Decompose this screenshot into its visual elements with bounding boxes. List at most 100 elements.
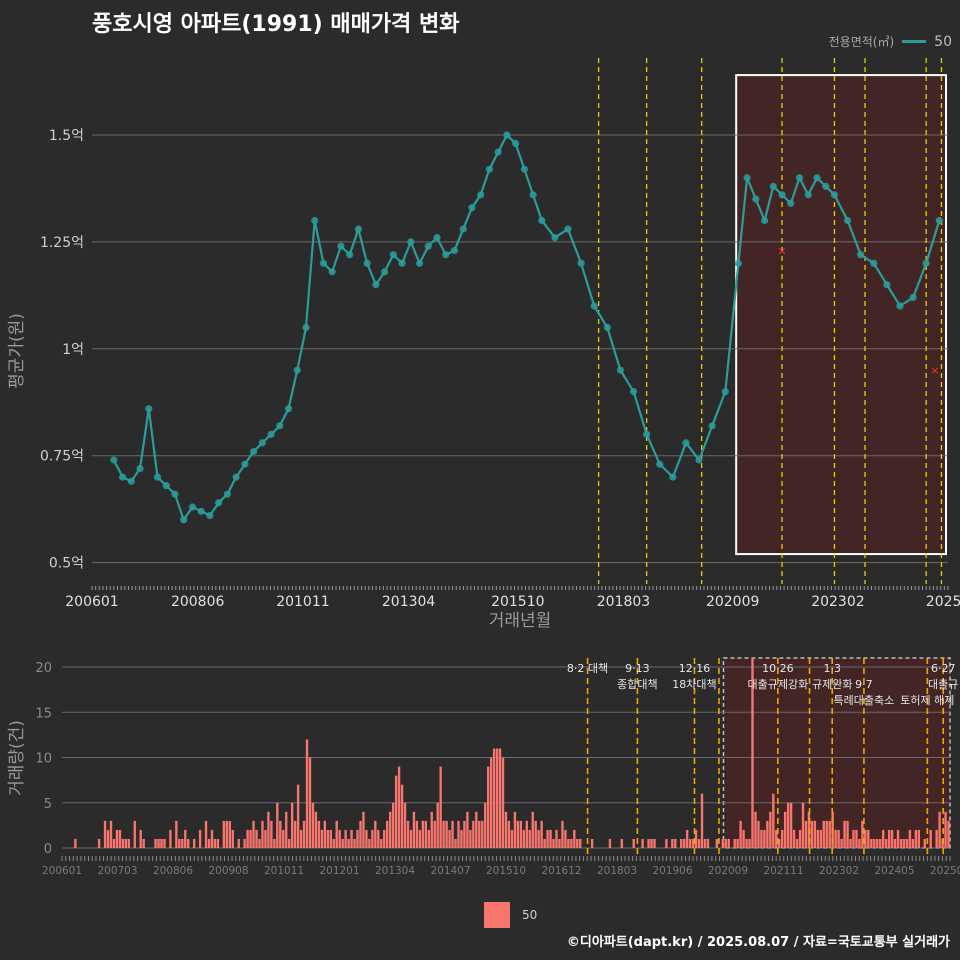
x-tick-label: 201304 [375, 865, 415, 877]
volume-bar [97, 838, 101, 848]
volume-bar [763, 829, 766, 848]
volume-bar [386, 820, 389, 848]
volume-bar [775, 829, 778, 848]
volume-bar [522, 829, 526, 848]
policy-annotation: 종합대책 [617, 678, 657, 691]
volume-bar [249, 829, 252, 848]
volume-bar [356, 829, 359, 848]
y-tick-label: 0.5억 [49, 556, 84, 572]
volume-bar [305, 739, 309, 848]
volume-bar [308, 757, 312, 848]
price-point [769, 182, 777, 190]
x-tick-label: 200601 [42, 865, 82, 877]
volume-bar [362, 811, 365, 848]
x-tick-label: 201906 [652, 865, 692, 877]
volume-bar [733, 838, 736, 848]
x-tick-label: 201407 [430, 865, 470, 877]
legend-bar-swatch [484, 902, 510, 928]
volume-bar [329, 829, 332, 848]
volume-bar [380, 838, 383, 848]
volume-bar [534, 820, 537, 848]
price-point [311, 216, 319, 225]
volume-bar [789, 802, 793, 848]
volume-bar [757, 820, 760, 848]
volume-bar [181, 838, 184, 848]
volume-bar [74, 838, 77, 848]
volume-bar [192, 838, 196, 848]
volume-bar [246, 829, 249, 848]
volume-bar [929, 829, 932, 848]
volume-bar [650, 838, 653, 848]
volume-bar [620, 838, 624, 848]
price-point [643, 430, 651, 438]
volume-bar [947, 820, 950, 848]
volume-bar [579, 838, 582, 848]
volume-bar [795, 838, 799, 848]
price-point [407, 238, 415, 246]
volume-bar [792, 829, 796, 848]
x-tick-label: 201510 [486, 865, 526, 877]
policy-annotation: 규제완화 [812, 678, 852, 691]
policy-annotation: 18차대책 [672, 678, 716, 691]
volume-bar [781, 829, 784, 848]
policy-annotation: 10·26 [762, 662, 794, 675]
volume-bar [332, 838, 335, 848]
price-point [752, 195, 760, 203]
volume-bar [481, 820, 484, 848]
volume-bar [742, 829, 745, 848]
volume-bar [421, 820, 425, 848]
price-point [363, 259, 371, 267]
price-point [171, 490, 179, 498]
price-point [346, 251, 354, 259]
volume-bar [555, 829, 558, 848]
y-tick-label: 1억 [62, 342, 84, 358]
volume-bar [745, 838, 748, 848]
volume-bar [890, 829, 894, 848]
volume-bar [109, 820, 113, 848]
volume-bar [222, 820, 226, 848]
volume-bar [870, 838, 873, 848]
volume-bar [273, 838, 276, 848]
price-point [267, 430, 275, 438]
volume-bar [715, 838, 719, 848]
volume-bar [495, 748, 499, 848]
price-point [870, 259, 878, 267]
volume-bar [876, 838, 879, 848]
volume-bar [721, 838, 724, 848]
volume-bar [365, 829, 368, 848]
x-tick-label: 200806 [153, 865, 193, 877]
volume-bar [457, 820, 460, 848]
volume-bar [923, 838, 926, 848]
volume-bar [350, 829, 353, 848]
volume-bar [552, 838, 555, 848]
price-point [503, 131, 511, 139]
volume-bar [855, 829, 858, 848]
policy-annotation: 토허제 해제 [900, 693, 954, 707]
volume-bar [887, 829, 891, 848]
x-tick-label: 202009 [706, 594, 759, 610]
volume-bar [694, 829, 698, 848]
x-tick-label: 200703 [97, 865, 137, 877]
x-tick-label: 202507 [930, 865, 960, 877]
volume-bar [403, 802, 407, 848]
x-tick-label: 200806 [171, 594, 225, 610]
price-point [153, 473, 162, 481]
volume-bar [445, 820, 448, 848]
volume-bar [293, 820, 297, 848]
volume-bar [573, 829, 576, 848]
volume-bar [513, 811, 517, 848]
volume-bar [834, 829, 837, 848]
x-tick-label: 201612 [541, 865, 581, 877]
volume-bar [475, 811, 478, 848]
volume-bar [528, 829, 531, 848]
x-tick-label: 2025 [926, 594, 960, 610]
volume-bar [231, 829, 234, 848]
volume-bar [198, 829, 202, 848]
volume-bar [296, 784, 300, 848]
volume-bar [412, 811, 416, 848]
volume-bar [760, 829, 763, 848]
volume-bar [778, 838, 781, 848]
volume-bar [647, 838, 650, 848]
legend-top-title: 전용면적(㎡) [828, 35, 895, 49]
price-point [450, 246, 459, 255]
